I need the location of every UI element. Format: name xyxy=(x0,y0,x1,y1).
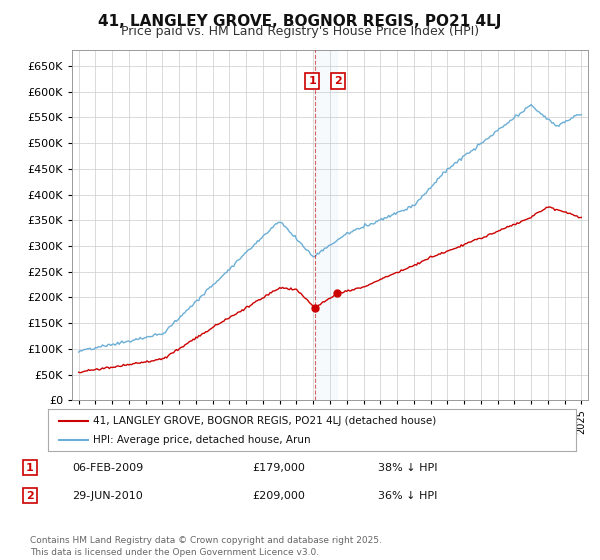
Bar xyxy=(314,50,337,400)
Text: 2: 2 xyxy=(26,491,34,501)
Text: 2: 2 xyxy=(334,76,341,86)
Text: 41, LANGLEY GROVE, BOGNOR REGIS, PO21 4LJ (detached house): 41, LANGLEY GROVE, BOGNOR REGIS, PO21 4L… xyxy=(93,416,436,426)
Text: 41, LANGLEY GROVE, BOGNOR REGIS, PO21 4LJ: 41, LANGLEY GROVE, BOGNOR REGIS, PO21 4L… xyxy=(98,14,502,29)
Text: Contains HM Land Registry data © Crown copyright and database right 2025.
This d: Contains HM Land Registry data © Crown c… xyxy=(30,536,382,557)
Text: £179,000: £179,000 xyxy=(252,463,305,473)
Text: 38% ↓ HPI: 38% ↓ HPI xyxy=(378,463,437,473)
Text: 29-JUN-2010: 29-JUN-2010 xyxy=(72,491,143,501)
Text: 36% ↓ HPI: 36% ↓ HPI xyxy=(378,491,437,501)
Text: £209,000: £209,000 xyxy=(252,491,305,501)
Text: HPI: Average price, detached house, Arun: HPI: Average price, detached house, Arun xyxy=(93,435,311,445)
Text: 1: 1 xyxy=(26,463,34,473)
Text: 1: 1 xyxy=(308,76,316,86)
Text: Price paid vs. HM Land Registry's House Price Index (HPI): Price paid vs. HM Land Registry's House … xyxy=(121,25,479,38)
Text: 06-FEB-2009: 06-FEB-2009 xyxy=(72,463,143,473)
